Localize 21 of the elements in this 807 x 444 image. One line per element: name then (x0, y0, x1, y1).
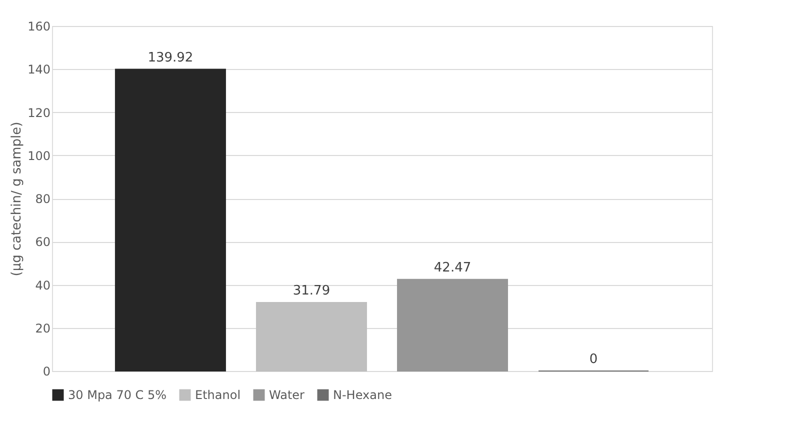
legend-label: 30 Mpa 70 C 5% (68, 388, 167, 402)
y-tick-label: 140 (28, 62, 50, 77)
data-label: 139.92 (148, 50, 194, 66)
bar (256, 302, 367, 372)
y-tick-label: 160 (28, 20, 50, 34)
y-tick-label: 60 (35, 235, 50, 250)
y-tick-label: 100 (28, 148, 50, 163)
y-tick-label: 20 (35, 321, 50, 336)
data-label: 0 (589, 352, 598, 367)
y-tick-label: 40 (35, 278, 50, 292)
y-axis-title: (µg catechin/ g sample) (10, 122, 25, 276)
legend-label: Water (269, 388, 305, 402)
data-label: 31.79 (292, 283, 330, 298)
legend-label: N-Hexane (333, 388, 392, 402)
legend-label: Ethanol (195, 388, 241, 402)
y-tick-label: 120 (28, 106, 50, 120)
bar (114, 68, 226, 372)
data-label: 42.47 (434, 260, 472, 276)
bar (397, 278, 508, 372)
y-tick-label: 0 (42, 364, 50, 378)
y-tick-label: 80 (35, 192, 50, 206)
